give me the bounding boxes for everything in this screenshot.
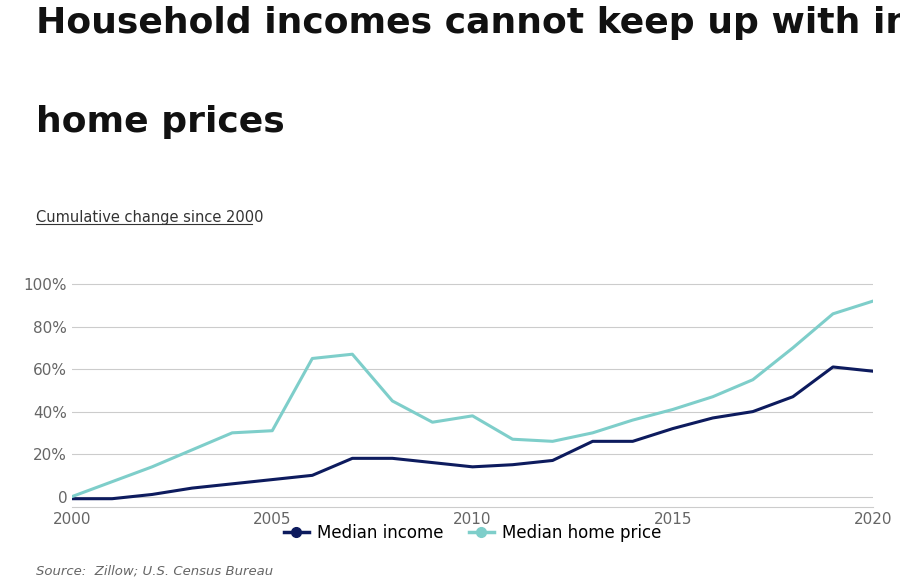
Text: home prices: home prices [36, 105, 284, 139]
Text: Source:  Zillow; U.S. Census Bureau: Source: Zillow; U.S. Census Bureau [36, 564, 273, 577]
Text: Household incomes cannot keep up with increasing: Household incomes cannot keep up with in… [36, 6, 900, 40]
Legend: Median income, Median home price: Median income, Median home price [277, 518, 668, 549]
Text: Cumulative change since 2000: Cumulative change since 2000 [36, 210, 264, 225]
